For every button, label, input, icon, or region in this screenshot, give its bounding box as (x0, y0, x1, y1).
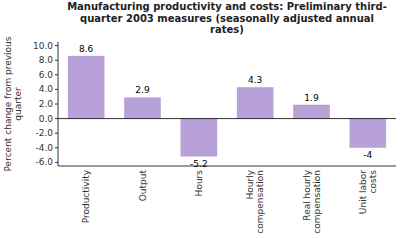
y-tick-label: 8.0 (39, 55, 54, 65)
y-tick-label: -4.0 (35, 143, 53, 153)
y-tick-label: -6.0 (35, 157, 53, 167)
chart: Manufacturing productivity and costs: Pr… (0, 0, 401, 238)
y-tick-label: 2.0 (39, 99, 54, 109)
x-tick-label: Hours (194, 170, 204, 197)
x-tick-label: Output (138, 170, 148, 202)
zero-line (58, 118, 396, 119)
bar (124, 97, 161, 118)
y-tick-label: 4.0 (39, 84, 54, 94)
x-tick-label: Real hourlycompensation (302, 169, 322, 233)
y-tick-label: 10.0 (33, 41, 53, 51)
bar (350, 119, 387, 148)
data-label: 1.9 (304, 93, 319, 103)
x-axis (58, 166, 396, 167)
y-tick-label: 6.0 (39, 70, 54, 80)
data-label: -5.2 (190, 159, 208, 169)
x-tick-label: Hourlycompensation (245, 169, 265, 233)
x-tick-label: Unit laborcosts (358, 170, 378, 214)
y-axis (58, 42, 59, 166)
y-tick-label: 0.0 (39, 114, 54, 124)
title: Manufacturing productivity and costs: Pr… (67, 1, 387, 35)
bar (237, 87, 274, 118)
bar (181, 119, 218, 157)
data-label: 2.9 (135, 85, 150, 95)
data-label: -4 (363, 150, 372, 160)
data-label: 4.3 (248, 75, 262, 85)
background (0, 0, 401, 238)
bar (293, 105, 330, 119)
bars (68, 56, 386, 157)
data-label: 8.6 (79, 44, 94, 54)
bar (68, 56, 105, 119)
y-tick-label: -2.0 (35, 128, 53, 138)
y-axis-label: Percent change from previousquarter (3, 36, 23, 171)
x-tick-label: Productivity (81, 169, 91, 223)
